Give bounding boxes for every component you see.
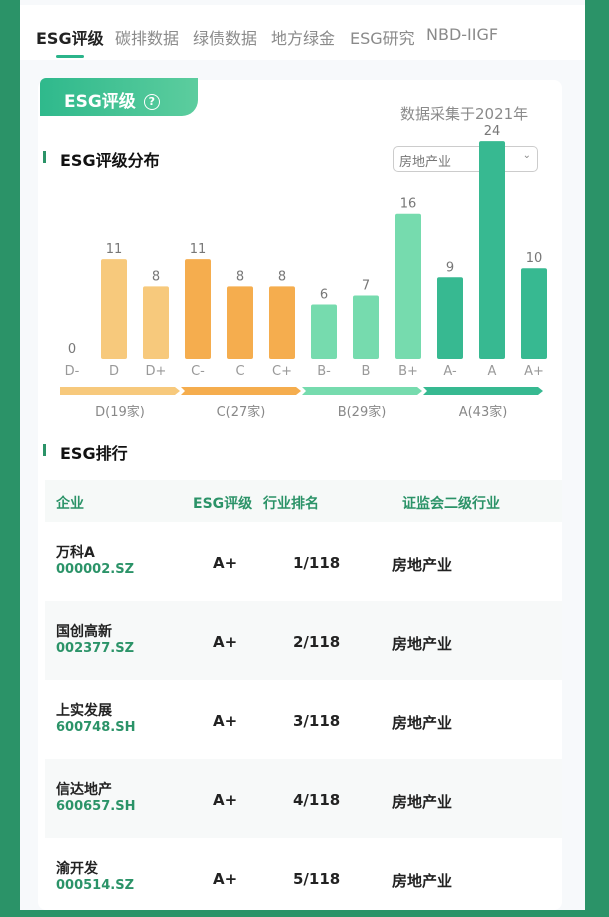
category-label: A+ bbox=[524, 364, 544, 379]
group-band bbox=[181, 387, 301, 395]
category-label: C- bbox=[191, 364, 205, 379]
group-band bbox=[423, 387, 543, 395]
ranking-table-header: 企业 ESG评级 行业排名 证监会二级行业 bbox=[45, 480, 562, 522]
category-label: A- bbox=[443, 364, 457, 379]
bar-value-label: 6 bbox=[320, 288, 328, 303]
rank-value: 5/118 bbox=[293, 870, 341, 888]
category-label: B- bbox=[317, 364, 331, 379]
company-code: 600748.SH bbox=[56, 720, 136, 735]
collection-note: 数据采集于2021年 bbox=[400, 105, 529, 123]
company-code: 002377.SZ bbox=[56, 641, 134, 656]
bar-C-[interactable] bbox=[185, 259, 211, 359]
company-name[interactable]: 万科A bbox=[56, 545, 95, 561]
bar-value-label: 7 bbox=[362, 278, 370, 293]
header-company: 企业 bbox=[56, 496, 84, 512]
bar-value-label: 24 bbox=[484, 124, 501, 139]
group-band bbox=[60, 387, 180, 395]
industry-select[interactable]: 房地产业 ⌄ bbox=[393, 146, 538, 172]
tab-green-bond[interactable]: 绿债数据 bbox=[193, 29, 258, 48]
industry-select-value: 房地产业 bbox=[399, 155, 452, 170]
group-label: A(43家) bbox=[459, 404, 508, 420]
group-label: C(27家) bbox=[217, 404, 266, 420]
table-row[interactable]: 信达地产 600657.SH A+ 4/118 房地产业 bbox=[45, 759, 562, 838]
bar-B[interactable] bbox=[353, 295, 379, 359]
company-name[interactable]: 国创高新 bbox=[56, 624, 112, 640]
ranking-title: ESG排行 bbox=[60, 444, 128, 463]
industry-value: 房地产业 bbox=[392, 793, 453, 811]
category-label: D bbox=[109, 364, 119, 379]
industry-value: 房地产业 bbox=[392, 635, 453, 653]
rating-value: A+ bbox=[213, 712, 238, 730]
industry-value: 房地产业 bbox=[392, 714, 453, 732]
group-label: D(19家) bbox=[95, 404, 145, 420]
category-label: D- bbox=[65, 364, 80, 379]
rank-value: 2/118 bbox=[293, 633, 341, 651]
bar-D[interactable] bbox=[101, 259, 127, 359]
header-rating: ESG评级 bbox=[193, 496, 253, 512]
esg-badge: ESG评级? bbox=[40, 78, 198, 116]
bar-B-[interactable] bbox=[311, 304, 337, 359]
tab-bar: ESG评级 碳排数据 绿债数据 地方绿金 ESG研究 NBD-IIGF bbox=[20, 5, 585, 60]
bar-A+[interactable] bbox=[521, 268, 547, 359]
bar-value-label: 11 bbox=[190, 242, 207, 257]
bar-D+[interactable] bbox=[143, 286, 169, 359]
industry-value: 房地产业 bbox=[392, 556, 453, 574]
company-name[interactable]: 信达地产 bbox=[56, 782, 112, 798]
page: ESG评级 碳排数据 绿债数据 地方绿金 ESG研究 NBD-IIGF ESG评… bbox=[20, 0, 585, 910]
bar-value-label: 8 bbox=[236, 269, 244, 284]
badge-label: ESG评级 bbox=[64, 92, 136, 112]
bar-value-label: 8 bbox=[152, 269, 160, 284]
bar-value-label: 9 bbox=[446, 260, 454, 275]
bar-value-label: 0 bbox=[68, 342, 76, 357]
table-row[interactable]: 万科A 000002.SZ A+ 1/118 房地产业 bbox=[45, 522, 562, 601]
bar-value-label: 16 bbox=[400, 197, 417, 212]
section-marker bbox=[43, 444, 46, 456]
company-code: 000514.SZ bbox=[56, 878, 134, 893]
rating-value: A+ bbox=[213, 870, 238, 888]
tab-nbd-iigf[interactable]: NBD-IIGF bbox=[426, 25, 499, 44]
tab-local-green-finance[interactable]: 地方绿金 bbox=[271, 29, 336, 48]
rank-value: 1/118 bbox=[293, 554, 341, 572]
category-label: B+ bbox=[398, 364, 418, 379]
tab-esg-research[interactable]: ESG研究 bbox=[350, 29, 415, 48]
rank-value: 3/118 bbox=[293, 712, 341, 730]
group-label: B(29家) bbox=[338, 404, 387, 420]
active-tab-indicator bbox=[56, 55, 84, 58]
section-marker bbox=[43, 151, 46, 163]
category-label: C bbox=[235, 364, 244, 379]
company-name[interactable]: 渝开发 bbox=[56, 861, 98, 877]
company-code: 600657.SH bbox=[56, 799, 136, 814]
header-rank: 行业排名 bbox=[263, 496, 319, 512]
rating-value: A+ bbox=[213, 791, 238, 809]
group-band bbox=[302, 387, 422, 395]
bar-B+[interactable] bbox=[395, 213, 421, 359]
rating-value: A+ bbox=[213, 633, 238, 651]
rating-value: A+ bbox=[213, 554, 238, 572]
bar-A[interactable] bbox=[479, 141, 505, 359]
category-label: A bbox=[488, 364, 497, 379]
bar-value-label: 11 bbox=[106, 242, 123, 257]
bar-A-[interactable] bbox=[437, 277, 463, 359]
category-label: C+ bbox=[272, 364, 292, 379]
category-label: D+ bbox=[146, 364, 167, 379]
bar-C+[interactable] bbox=[269, 286, 295, 359]
table-row[interactable]: 渝开发 000514.SZ A+ 5/118 房地产业 bbox=[45, 838, 562, 917]
tab-carbon[interactable]: 碳排数据 bbox=[115, 29, 180, 48]
bar-value-label: 8 bbox=[278, 269, 286, 284]
question-circle-icon[interactable]: ? bbox=[143, 94, 160, 110]
company-code: 000002.SZ bbox=[56, 562, 134, 577]
rating-distribution-chart: 0 D- 11 D 8 D+ 11 C- 8 C 8 C+ 6 B- 7 B 16 B+ 9 A- 24 A 10 A+ D(1… bbox=[60, 124, 547, 420]
tab-esg-rating[interactable]: ESG评级 bbox=[36, 29, 104, 48]
bar-value-label: 10 bbox=[526, 251, 543, 266]
header-industry: 证监会二级行业 bbox=[402, 496, 500, 512]
table-row[interactable]: 上实发展 600748.SH A+ 3/118 房地产业 bbox=[45, 680, 562, 759]
category-label: B bbox=[362, 364, 371, 379]
table-row[interactable]: 国创高新 002377.SZ A+ 2/118 房地产业 bbox=[45, 601, 562, 680]
chevron-down-icon: ⌄ bbox=[522, 150, 531, 161]
distribution-title: ESG评级分布 bbox=[60, 151, 160, 170]
bar-C[interactable] bbox=[227, 286, 253, 359]
company-name[interactable]: 上实发展 bbox=[56, 703, 112, 719]
rank-value: 4/118 bbox=[293, 791, 341, 809]
industry-value: 房地产业 bbox=[392, 872, 453, 890]
